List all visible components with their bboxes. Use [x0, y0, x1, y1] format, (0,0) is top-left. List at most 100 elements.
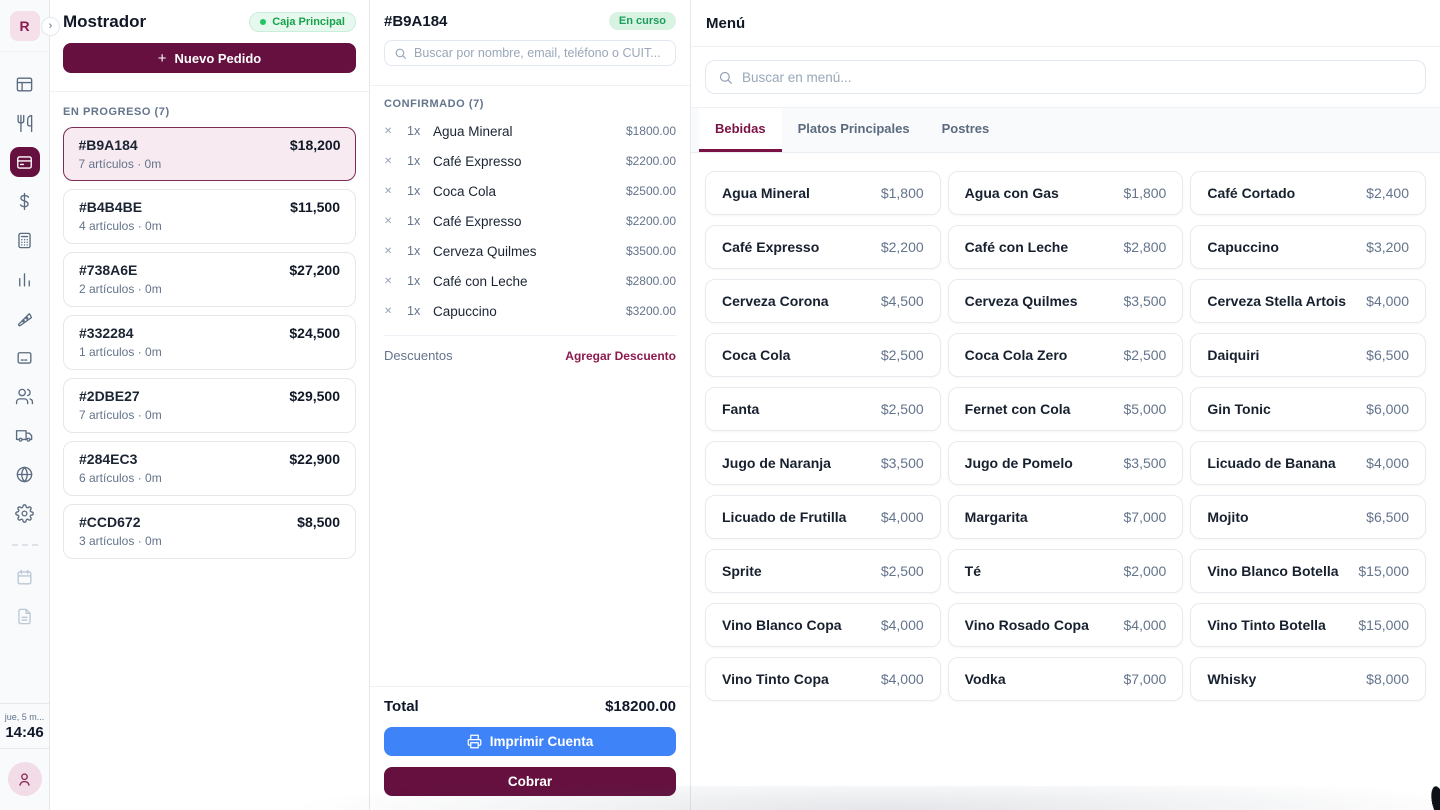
order-total: $29,500 — [289, 388, 340, 404]
remove-item-button[interactable]: ✕ — [384, 306, 400, 317]
sidebar-item-cash-register[interactable] — [10, 225, 40, 255]
menu-item-name: Vino Tinto Copa — [722, 671, 829, 687]
order-card[interactable]: #B9A184 $18,200 7 artículos · 0m — [63, 127, 356, 181]
order-card[interactable]: #B4B4BE $11,500 4 artículos · 0m — [63, 189, 356, 244]
menu-item[interactable]: Gin Tonic $6,000 — [1190, 387, 1426, 431]
order-meta: 6 artículos · 0m — [79, 471, 162, 485]
remove-item-button[interactable]: ✕ — [384, 246, 400, 257]
order-total: $22,900 — [289, 451, 340, 467]
menu-item[interactable]: Coca Cola $2,500 — [705, 333, 941, 377]
menu-item[interactable]: Agua Mineral $1,800 — [705, 171, 941, 215]
menu-item[interactable]: Café con Leche $2,800 — [947, 225, 1184, 269]
order-item-row: ✕ 1x Agua Mineral $1800.00 — [384, 116, 676, 146]
menu-item-name: Daiquiri — [1207, 347, 1260, 363]
new-order-button[interactable]: + Nuevo Pedido — [63, 43, 356, 73]
menu-item-name: Jugo de Pomelo — [964, 455, 1073, 471]
order-meta: 1 artículos · 0m — [79, 345, 162, 359]
menu-item[interactable]: Café Cortado $2,400 — [1190, 171, 1426, 215]
menu-item[interactable]: Margarita $7,000 — [947, 495, 1184, 539]
pizza-icon — [17, 312, 33, 326]
menu-item-name: Jugo de Naranja — [722, 455, 831, 471]
menu-item[interactable]: Jugo de Naranja $3,500 — [705, 441, 941, 485]
order-id: #738A6E — [79, 262, 138, 278]
order-item-row: ✕ 1x Capuccino $3200.00 — [384, 296, 676, 326]
menu-item[interactable]: Vodka $7,000 — [947, 657, 1184, 701]
user-avatar[interactable] — [7, 762, 42, 796]
sidebar-item-restaurant[interactable] — [10, 108, 40, 138]
sidebar-item-online[interactable] — [10, 459, 40, 489]
menu-item[interactable]: Café Expresso $2,200 — [705, 225, 941, 269]
close-icon: ✕ — [384, 125, 393, 137]
menu-search-input[interactable] — [742, 69, 1413, 85]
menu-item[interactable]: Vino Blanco Copa $4,000 — [705, 603, 941, 647]
order-card[interactable]: #CCD672 $8,500 3 artículos · 0m — [63, 504, 356, 559]
menu-item[interactable]: Fernet con Cola $5,000 — [947, 387, 1184, 431]
menu-item[interactable]: Jugo de Pomelo $3,500 — [947, 441, 1184, 485]
item-price: $1800.00 — [625, 124, 676, 138]
remove-item-button[interactable]: ✕ — [384, 216, 400, 227]
order-id: #332284 — [79, 325, 134, 341]
remove-item-button[interactable]: ✕ — [384, 276, 400, 287]
menu-item[interactable]: Coca Cola Zero $2,500 — [947, 333, 1184, 377]
sidebar-item-sales[interactable] — [10, 186, 40, 216]
menu-item-price: $2,800 — [1123, 239, 1167, 255]
sidebar-item-delivery[interactable] — [10, 420, 40, 450]
print-bill-button[interactable]: Imprimir Cuenta — [384, 727, 676, 756]
menu-item[interactable]: Cerveza Corona $4,500 — [705, 279, 941, 323]
menu-item[interactable]: Cerveza Stella Artois $4,000 — [1190, 279, 1426, 323]
menu-item[interactable]: Té $2,000 — [947, 549, 1184, 593]
menu-item[interactable]: Whisky $8,000 — [1190, 657, 1426, 701]
menu-item[interactable]: Cerveza Quilmes $3,500 — [947, 279, 1184, 323]
menu-item-name: Cerveza Corona — [722, 293, 829, 309]
sidebar-item-counter[interactable] — [9, 147, 40, 177]
menu-item-name: Café Expresso — [722, 239, 820, 255]
tab-platos-principales[interactable]: Platos Principales — [782, 108, 926, 152]
sidebar-item-customers[interactable] — [10, 381, 40, 411]
menu-item[interactable]: Vino Tinto Botella $15,000 — [1190, 603, 1426, 647]
menu-item-name: Fernet con Cola — [964, 401, 1071, 417]
divider — [370, 85, 690, 86]
order-item-row: ✕ 1x Café Expresso $2200.00 — [384, 146, 676, 176]
item-qty: 1x — [407, 124, 421, 138]
menu-item[interactable]: Capuccino $3,200 — [1190, 225, 1426, 269]
tab-bebidas[interactable]: Bebidas — [699, 108, 782, 152]
order-card[interactable]: #738A6E $27,200 2 artículos · 0m — [63, 252, 356, 307]
charge-button[interactable]: Cobrar — [384, 767, 676, 796]
menu-item-price: $6,500 — [1366, 347, 1409, 363]
sidebar-item-settings[interactable] — [10, 498, 40, 528]
add-discount-button[interactable]: Agregar Descuento — [565, 348, 676, 363]
order-card[interactable]: #2DBE27 $29,500 7 artículos · 0m — [63, 378, 356, 433]
sidebar-item-dashboard[interactable] — [10, 69, 40, 99]
menu-item-price: $3,500 — [1123, 455, 1167, 471]
menu-item[interactable]: Fanta $2,500 — [705, 387, 941, 431]
menu-item[interactable]: Sprite $2,500 — [705, 549, 941, 593]
sidebar-item-reports[interactable] — [10, 264, 40, 294]
sidebar-item-documents[interactable] — [10, 601, 40, 631]
sidebar-nav — [9, 52, 40, 631]
sidebar-bottom: jue, 5 m... 14:46 — [0, 703, 49, 810]
menu-item-name: Cerveza Quilmes — [964, 293, 1078, 309]
tab-postres[interactable]: Postres — [926, 108, 1006, 152]
remove-item-button[interactable]: ✕ — [384, 156, 400, 167]
sidebar-expand-button[interactable]: › — [41, 17, 60, 36]
menu-item[interactable]: Vino Rosado Copa $4,000 — [947, 603, 1184, 647]
menu-item[interactable]: Licuado de Banana $4,000 — [1190, 441, 1426, 485]
menu-item[interactable]: Agua con Gas $1,800 — [947, 171, 1184, 215]
menu-item-name: Licuado de Banana — [1207, 455, 1336, 471]
order-card[interactable]: #332284 $24,500 1 artículos · 0m — [63, 315, 356, 370]
menu-item[interactable]: Vino Tinto Copa $4,000 — [705, 657, 941, 701]
sidebar-item-kitchen[interactable] — [10, 303, 40, 333]
menu-item[interactable]: Licuado de Frutilla $4,000 — [705, 495, 941, 539]
customer-search-input[interactable] — [414, 46, 666, 60]
sidebar-item-terminal[interactable] — [10, 342, 40, 372]
order-total: $8,500 — [297, 514, 340, 530]
order-meta: 2 artículos · 0m — [79, 282, 162, 296]
menu-item[interactable]: Mojito $6,500 — [1190, 495, 1426, 539]
menu-item[interactable]: Daiquiri $6,500 — [1190, 333, 1426, 377]
remove-item-button[interactable]: ✕ — [384, 126, 400, 137]
order-card[interactable]: #284EC3 $22,900 6 artículos · 0m — [63, 441, 356, 496]
remove-item-button[interactable]: ✕ — [384, 186, 400, 197]
sidebar-item-reservations[interactable] — [10, 562, 40, 592]
menu-item[interactable]: Vino Blanco Botella $15,000 — [1190, 549, 1426, 593]
users-icon — [15, 388, 34, 404]
